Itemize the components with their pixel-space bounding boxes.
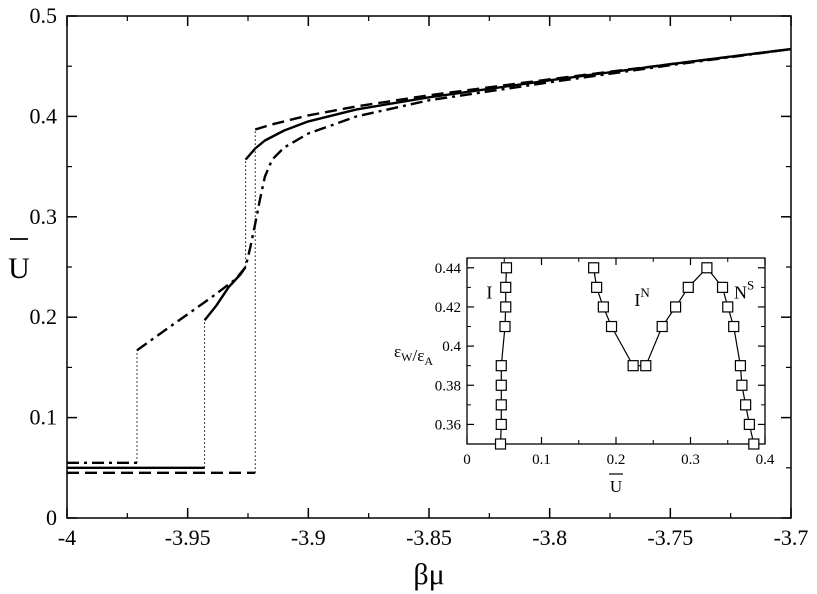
main-series-line-solid [244, 47, 792, 161]
inset-y-ticks: 0.36 0.38 0.4 0.42 0.44 [435, 261, 765, 433]
inset-square-marker [734, 360, 747, 372]
main-x-tick-label: -3.75 [647, 525, 693, 550]
inset-square-marker [591, 281, 603, 293]
inset-square-marker [736, 379, 748, 391]
inset-y-label-base: ε [417, 346, 424, 365]
inset-y-label-subscript: A [424, 354, 433, 368]
inset-square-marker [701, 262, 713, 274]
main-x-tick-label: -3.9 [291, 525, 326, 550]
inset-square-marker [748, 438, 760, 450]
inset-x-tick-label: 0.3 [681, 452, 700, 468]
inset-region-label: I [486, 282, 492, 302]
main-y-tick-label: 0.5 [30, 3, 58, 28]
main-x-axis-label: βμ [413, 558, 444, 591]
main-y-axis-label: U [8, 252, 30, 285]
main-y-tick-label: 0.2 [30, 304, 58, 329]
inset-square-marker [500, 262, 513, 274]
main-series-line-dashed [254, 47, 792, 131]
main-y-tick-label: 0.4 [30, 103, 58, 128]
inset-square-marker [640, 360, 652, 372]
main-x-tick-label: -4 [58, 525, 76, 550]
inset-square-marker [728, 320, 740, 333]
inset-square-marker [716, 281, 729, 293]
inset-y-tick-label: 0.42 [435, 300, 461, 316]
main-series-line-dashdot [136, 47, 792, 352]
inset-square-marker [494, 438, 507, 450]
inset-square-marker [722, 301, 734, 313]
inset-square-marker [669, 301, 682, 313]
inset-x-tick-label: 0 [463, 452, 471, 468]
main-x-tick-label: -3.8 [532, 525, 567, 550]
inset-square-marker [597, 301, 609, 313]
main-y-tick-label: 0.3 [30, 204, 58, 229]
inset-plot: 0 0.1 0.2 0.3 0.4 0.360.380.40.420.44 I IN NS … [394, 257, 775, 496]
inset-square-marker [495, 418, 507, 431]
inset-x-tick-label: 0.2 [607, 452, 626, 468]
inset-y-label-slash: / [412, 346, 417, 365]
inset-square-marker [495, 379, 507, 391]
inset-x-ticks: 0 0.1 0.2 0.3 0.4 [463, 258, 775, 468]
inset-square-marker [656, 320, 668, 333]
inset-square-marker [627, 360, 639, 372]
main-x-tick-label: -3.85 [406, 525, 452, 550]
inset-y-axis-label: εW/εA [394, 342, 433, 368]
inset-y-label-base: ε [394, 342, 401, 361]
main-y-tick-label: 0 [46, 505, 57, 530]
inset-series [494, 262, 760, 450]
main-x-tick-label: -3.95 [165, 525, 211, 550]
inset-x-axis-label-group: U [609, 473, 623, 496]
inset-y-tick-label: 0.38 [435, 378, 461, 394]
inset-x-axis-label: U [610, 477, 622, 496]
main-y-ticks: 0 0.1 0.2 0.3 0.4 0.5 [30, 3, 791, 530]
inset-region-label-superscript: N [640, 285, 650, 300]
inset-square-marker [743, 418, 755, 431]
inset-square-marker [500, 281, 512, 293]
main-y-axis-label-group: U [8, 238, 30, 285]
inset-y-label-subscript: W [401, 350, 413, 364]
inset-y-tick-label: 0.44 [435, 261, 462, 277]
inset-plot-frame [466, 257, 766, 445]
main-series [67, 47, 792, 474]
inset-square-marker [682, 281, 694, 293]
main-y-tick-label: 0.1 [30, 405, 58, 430]
inset-square-marker [500, 301, 512, 313]
inset-region-label-superscript: S [747, 277, 754, 292]
main-x-tick-label: -3.7 [774, 525, 809, 550]
inset-y-tick-label: 0.36 [435, 417, 462, 433]
main-plot: -4 -3.95 -3.9 -3.85 -3.8 -3.75 -3.7 0 0.1 0.2 0.3… [8, 3, 808, 591]
inset-square-marker [740, 399, 752, 411]
inset-square-marker [588, 262, 600, 274]
inset-x-tick-label: 0.1 [532, 452, 551, 468]
inset-square-marker [605, 320, 618, 333]
inset-x-tick-label: 0.4 [756, 452, 775, 468]
inset-square-marker [495, 399, 507, 411]
main-x-ticks: -4 -3.95 -3.9 -3.85 -3.8 -3.75 -3.7 [58, 16, 809, 550]
inset-square-marker [499, 320, 511, 333]
inset-square-marker [495, 360, 507, 372]
inset-y-tick-label: 0.4 [442, 339, 461, 355]
